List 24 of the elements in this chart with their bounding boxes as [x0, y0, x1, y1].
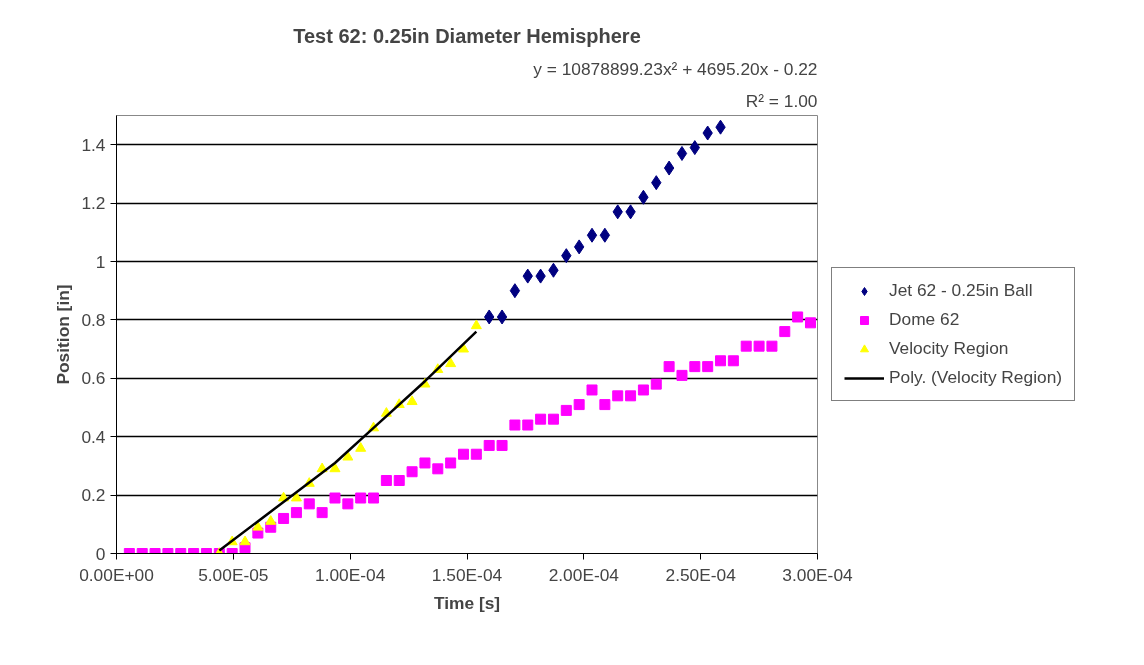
x-tick-label: 3.00E-04 — [782, 564, 854, 585]
x-tick-label: 1.50E-04 — [431, 564, 503, 585]
x-tick-label: 2.50E-04 — [665, 564, 737, 585]
chart-title: Test 62: 0.25in Diameter Hemisphere — [293, 24, 641, 47]
text: y = 10878899.23x² + 4695.20x - 0.22 — [533, 58, 818, 79]
x-tick-label: 5.00E-05 — [198, 564, 269, 585]
y-tick-label: 0.2 — [81, 485, 106, 506]
y-tick-label: 0.8 — [81, 309, 106, 330]
y-tick-label: 1.2 — [81, 193, 106, 214]
legend-label: Jet 62 - 0.25in Ball — [889, 280, 1033, 301]
y-tick-label: 0 — [95, 543, 106, 564]
y-axis-title: Position [in] — [53, 284, 74, 385]
y-tick-label: 1 — [95, 251, 106, 272]
x-tick-label: 0.00E+00 — [79, 564, 154, 585]
y-tick-label: 0.6 — [81, 368, 106, 389]
x-tick-label: 1.00E-04 — [315, 564, 386, 585]
y-tick-label: 1.4 — [81, 134, 106, 155]
legend-label: Dome 62 — [889, 309, 960, 330]
legend-label: Poly. (Velocity Region) — [889, 367, 1063, 388]
x-tick-label: 2.00E-04 — [548, 564, 620, 585]
x-axis-title: Time [s] — [433, 592, 501, 613]
text: R² = 1.00 — [745, 90, 818, 111]
legend-label: Velocity Region — [889, 338, 1009, 359]
y-tick-label: 0.4 — [81, 426, 106, 447]
